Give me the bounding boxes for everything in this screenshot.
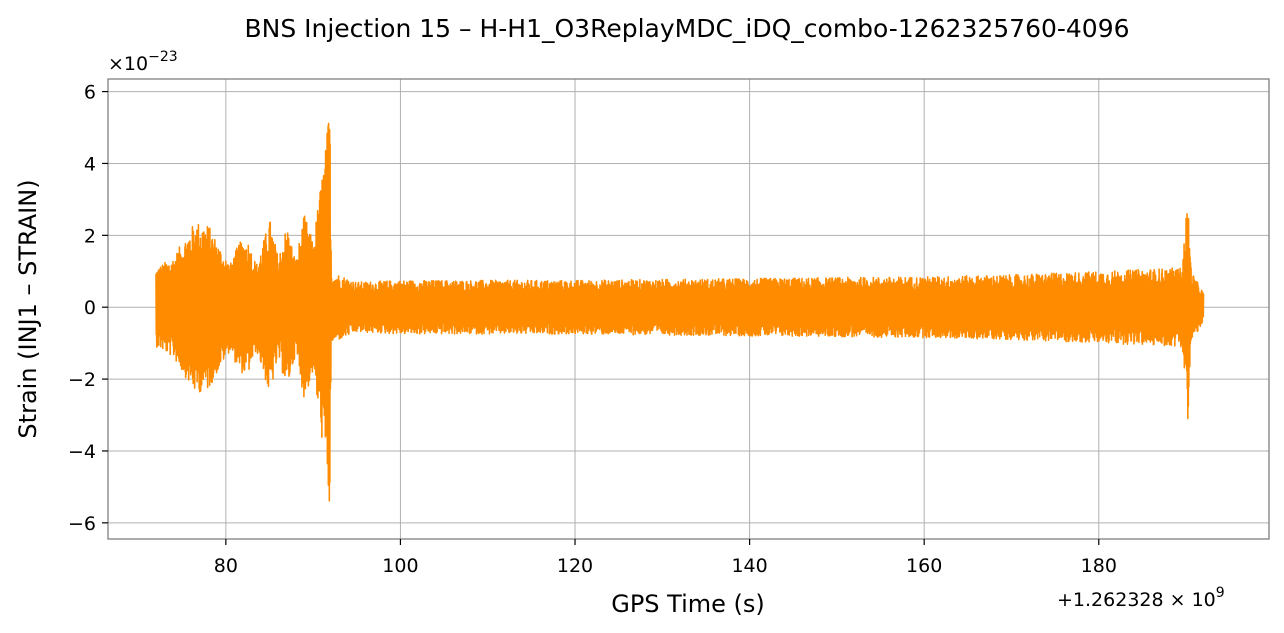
- y-tick-label: 0: [84, 297, 96, 319]
- strain-series-line: [155, 122, 1205, 502]
- x-offset-exponent: 9: [1216, 585, 1225, 601]
- y-tick-label: −6: [68, 513, 96, 535]
- series-group: [155, 122, 1205, 502]
- x-tick-label: 180: [1081, 555, 1117, 577]
- x-tick-label: 80: [214, 555, 238, 577]
- x-tick-label: 100: [382, 555, 418, 577]
- y-tick-label: 6: [84, 82, 96, 104]
- y-axis-label: Strain (INJ1 – STRAIN): [14, 179, 42, 438]
- x-tick-label: 140: [731, 555, 767, 577]
- y-scale-label: ×10−23: [108, 49, 178, 75]
- chart-title: BNS Injection 15 – H-H1_O3ReplayMDC_iDQ_…: [244, 14, 1129, 43]
- y-tick-label: −4: [68, 441, 96, 463]
- x-tick-label: 120: [557, 555, 593, 577]
- x-tick-label: 160: [906, 555, 942, 577]
- x-offset-label: +1.262328 × 109: [1057, 585, 1225, 611]
- y-scale-exponent: −23: [148, 49, 178, 65]
- y-axis-ticks: −6 −4 −2 0 2 4 6: [68, 82, 108, 535]
- y-tick-label: −2: [68, 369, 96, 391]
- y-tick-label: 4: [84, 153, 96, 175]
- x-axis-label: GPS Time (s): [611, 590, 765, 618]
- x-axis-ticks: 80 100 120 140 160 180: [214, 539, 1117, 577]
- plot-frame: [107, 78, 1270, 540]
- y-tick-label: 2: [84, 225, 96, 247]
